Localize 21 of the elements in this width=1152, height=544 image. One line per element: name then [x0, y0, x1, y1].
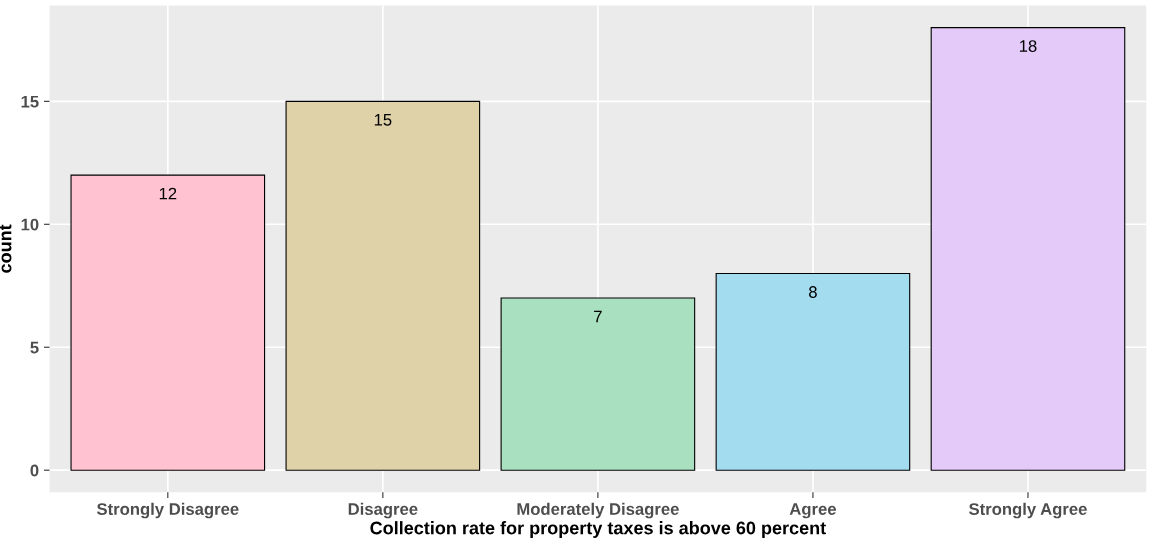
- x-tick-label: Disagree: [348, 502, 418, 519]
- x-axis-title: Collection rate for property taxes is above 60 percent: [370, 521, 826, 538]
- y-axis-title: count: [0, 224, 12, 273]
- data-label: 8: [809, 286, 817, 298]
- x-tick-label: Strongly Disagree: [96, 502, 239, 519]
- y-tick-label: 10: [21, 218, 39, 231]
- bar: [715, 272, 911, 471]
- x-tick-label: Strongly Agree: [969, 502, 1087, 519]
- bar: [70, 174, 266, 471]
- bar: [930, 27, 1126, 471]
- data-label: 7: [594, 310, 602, 323]
- x-tick-label: Moderately Disagree: [517, 502, 679, 519]
- bar: [285, 100, 481, 471]
- y-tick-label: 5: [30, 341, 39, 354]
- bar: [500, 297, 696, 471]
- data-label: 18: [1019, 40, 1037, 52]
- y-tick-label: 0: [30, 464, 39, 477]
- data-label: 15: [374, 114, 392, 126]
- data-label: 12: [159, 187, 177, 200]
- x-tick-label: Agree: [789, 503, 836, 519]
- y-tick-label: 15: [21, 95, 39, 108]
